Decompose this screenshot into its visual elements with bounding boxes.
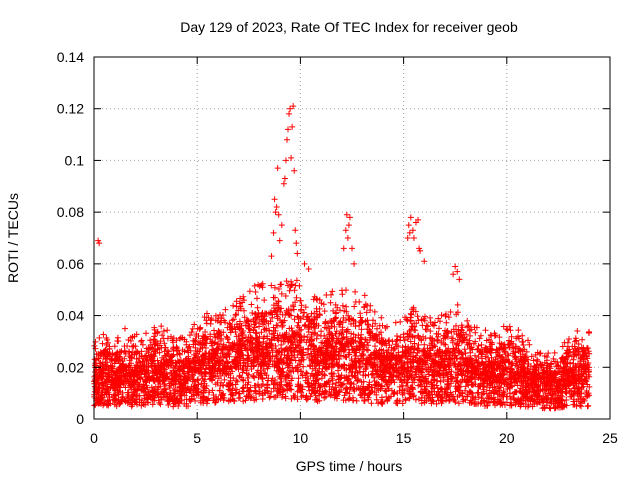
scatter-cloud [91, 277, 593, 412]
data-point [275, 211, 282, 218]
data-point [344, 235, 351, 241]
data-point [289, 123, 296, 130]
x-tick-label: 10 [293, 430, 309, 446]
y-tick-label: 0.04 [57, 308, 84, 324]
data-point [282, 157, 289, 164]
data-point [288, 154, 295, 161]
data-point [342, 227, 349, 234]
data-point [276, 237, 283, 244]
y-tick-label: 0.12 [57, 101, 84, 117]
data-point [283, 136, 290, 143]
x-axis-label: GPS time / hours [296, 458, 403, 474]
data-point [405, 222, 412, 229]
data-point [270, 229, 277, 236]
data-point [96, 240, 103, 247]
data-point [416, 245, 423, 252]
data-point [293, 240, 300, 247]
data-point [343, 211, 350, 218]
data-point [305, 266, 312, 273]
data-point [417, 247, 424, 254]
data-point [404, 235, 411, 241]
y-tick-label: 0.1 [65, 152, 85, 168]
data-point [272, 209, 279, 216]
y-axis-label: ROTI / TECUs [5, 193, 21, 283]
data-point [273, 203, 280, 210]
data-point [268, 253, 275, 260]
x-tick-label: 15 [396, 430, 412, 446]
y-tick-label: 0 [76, 411, 84, 427]
data-point [452, 263, 459, 270]
data-point [415, 216, 422, 223]
data-point [274, 165, 281, 172]
data-point [410, 235, 417, 241]
x-tick-label: 5 [193, 430, 201, 446]
data-point [346, 214, 353, 221]
data-point [456, 276, 463, 283]
data-point [340, 245, 347, 252]
data-point [291, 167, 298, 174]
data-point [271, 196, 278, 203]
data-point [407, 214, 414, 221]
data-point [454, 268, 461, 275]
data-point [301, 260, 308, 267]
data-point [406, 229, 413, 236]
x-tick-label: 20 [499, 430, 515, 446]
data-point [421, 258, 428, 265]
data-point [287, 105, 294, 112]
data-point [349, 245, 355, 252]
data-point [292, 227, 299, 234]
axis-ticks: 0 5 10 15 20 25 0 0.02 0.04 0.06 0.08 0.1 0.12 0.14 [57, 49, 618, 446]
y-tick-label: 0.06 [57, 256, 84, 272]
data-point [351, 260, 358, 267]
data-point [285, 126, 292, 133]
x-tick-label: 25 [602, 430, 618, 446]
data-point [280, 180, 287, 187]
data-point [278, 222, 285, 229]
y-tick-label: 0.02 [57, 359, 84, 375]
x-tick-label: 0 [90, 430, 98, 446]
data-points [91, 103, 593, 412]
data-point [450, 271, 457, 278]
data-point [294, 250, 301, 257]
data-point [281, 175, 288, 182]
data-point [286, 110, 293, 117]
chart-title: Day 129 of 2023, Rate Of TEC Index for r… [180, 19, 518, 35]
data-point [95, 237, 102, 244]
data-point [290, 103, 297, 110]
data-point [409, 227, 416, 234]
plot-frame [93, 56, 611, 420]
data-point [345, 222, 352, 229]
y-tick-label: 0.14 [57, 49, 84, 65]
y-tick-label: 0.08 [57, 204, 84, 220]
grid [94, 57, 610, 419]
